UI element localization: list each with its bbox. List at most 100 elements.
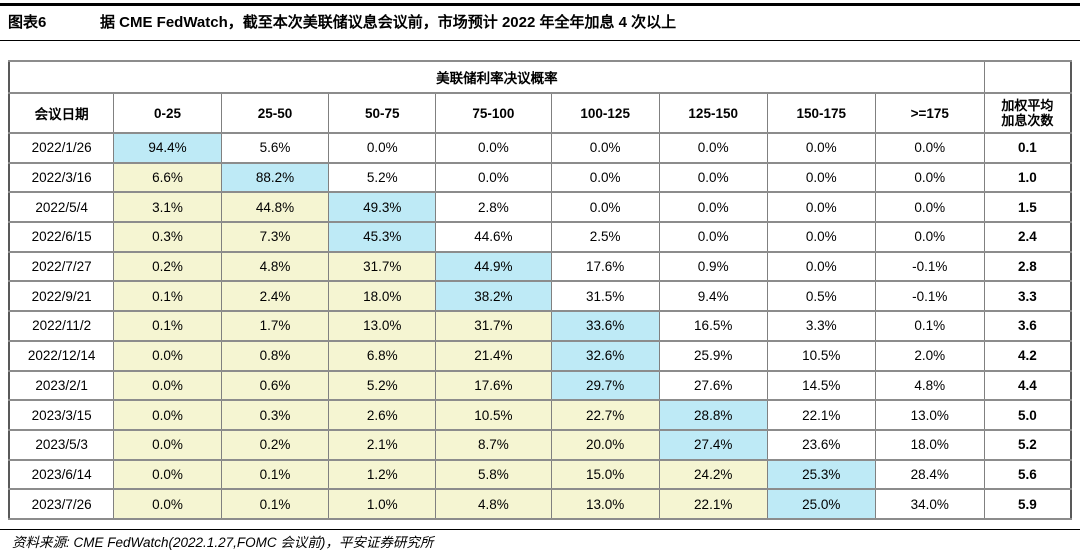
weighted-avg-cell: 3.6: [983, 310, 1072, 342]
probability-cell: 38.2%: [435, 280, 552, 313]
weighted-avg-cell: 5.0: [983, 399, 1072, 431]
table-column-header-row: 会议日期 0-25 25-50 50-75 75-100 100-125 125…: [8, 92, 1072, 134]
probability-cell: 2.5%: [550, 221, 660, 253]
probability-cell: 3.1%: [113, 191, 222, 224]
probability-cell: 0.0%: [435, 132, 552, 164]
probability-cell: 0.0%: [113, 488, 222, 520]
probability-cell: 32.6%: [550, 339, 660, 372]
probability-cell: -0.1%: [874, 250, 985, 283]
probability-cell: 0.0%: [766, 221, 876, 253]
probability-cell: 0.2%: [113, 250, 222, 283]
probability-cell: 22.1%: [658, 488, 768, 520]
weighted-avg-cell: 4.2: [983, 339, 1072, 372]
table-body: 2022/1/26 94.4% 5.6% 0.0% 0.0% 0.0% 0.0% 0.0% 0.…: [8, 132, 1072, 520]
table-row: 2023/7/26 0.0% 0.1% 1.0% 4.8% 13.0% 22.1% 25.0%…: [8, 488, 1072, 520]
probability-cell: 4.8%: [220, 250, 330, 283]
fedwatch-probability-table: 美联储利率决议概率 会议日期 0-25 25-50 50-75 75-100 1…: [8, 60, 1072, 520]
probability-cell: 45.3%: [328, 221, 437, 253]
meeting-date-cell: 2022/11/2: [8, 310, 115, 342]
probability-cell: 0.0%: [658, 132, 768, 164]
probability-cell: 10.5%: [766, 339, 876, 372]
probability-cell: 0.1%: [220, 488, 330, 520]
probability-cell: 13.0%: [550, 488, 660, 520]
meeting-date-cell: 2023/2/1: [8, 369, 115, 402]
probability-cell: 0.8%: [220, 339, 330, 372]
probability-cell: 25.3%: [766, 458, 876, 491]
column-header-bucket: 0-25: [113, 92, 222, 134]
probability-cell: 2.4%: [220, 280, 330, 313]
meeting-date-cell: 2022/9/21: [8, 280, 115, 313]
weighted-avg-cell: 2.8: [983, 250, 1072, 283]
weighted-header-spacer: [983, 60, 1072, 94]
probability-cell: 31.7%: [328, 250, 437, 283]
probability-cell: 0.0%: [113, 369, 222, 402]
column-header-bucket: 150-175: [766, 92, 876, 134]
probability-cell: 0.9%: [658, 250, 768, 283]
probability-cell: 4.8%: [435, 488, 552, 520]
probability-cell: 4.8%: [874, 369, 985, 402]
column-header-bucket: 75-100: [435, 92, 552, 134]
probability-cell: 1.0%: [328, 488, 437, 520]
probability-cell: 0.0%: [550, 161, 660, 194]
probability-cell: 44.8%: [220, 191, 330, 224]
probability-cell: 94.4%: [113, 132, 222, 164]
weighted-avg-cell: 2.4: [983, 221, 1072, 253]
probability-cell: 28.4%: [874, 458, 985, 491]
table-row: 2023/3/15 0.0% 0.3% 2.6% 10.5% 22.7% 28.8% 22.1…: [8, 399, 1072, 431]
probability-cell: 31.7%: [435, 310, 552, 342]
meeting-date-cell: 2022/12/14: [8, 339, 115, 372]
probability-cell: 17.6%: [550, 250, 660, 283]
probability-cell: 17.6%: [435, 369, 552, 402]
meeting-date-cell: 2022/7/27: [8, 250, 115, 283]
probability-cell: 16.5%: [658, 310, 768, 342]
table-row: 2022/5/4 3.1% 44.8% 49.3% 2.8% 0.0% 0.0% 0.0% 0.…: [8, 191, 1072, 224]
probability-cell: 0.3%: [220, 399, 330, 431]
probability-cell: 0.6%: [220, 369, 330, 402]
probability-cell: 34.0%: [874, 488, 985, 520]
probability-cell: 18.0%: [328, 280, 437, 313]
probability-cell: 0.0%: [550, 132, 660, 164]
probability-cell: 0.1%: [113, 310, 222, 342]
probability-cell: 33.6%: [550, 310, 660, 342]
weighted-avg-cell: 4.4: [983, 369, 1072, 402]
table-row: 2023/6/14 0.0% 0.1% 1.2% 5.8% 15.0% 24.2% 25.3%…: [8, 458, 1072, 491]
probability-cell: 0.5%: [766, 280, 876, 313]
probability-cell: 0.0%: [874, 191, 985, 224]
probability-cell: 14.5%: [766, 369, 876, 402]
probability-cell: 0.1%: [220, 458, 330, 491]
weighted-avg-cell: 3.3: [983, 280, 1072, 313]
probability-cell: 49.3%: [328, 191, 437, 224]
table-row: 2022/12/14 0.0% 0.8% 6.8% 21.4% 32.6% 25.9% 10.…: [8, 339, 1072, 372]
probability-cell: 28.8%: [658, 399, 768, 431]
probability-cell: -0.1%: [874, 280, 985, 313]
probability-cell: 5.2%: [328, 369, 437, 402]
probability-cell: 0.0%: [766, 250, 876, 283]
probability-cell: 5.8%: [435, 458, 552, 491]
column-header-bucket: 25-50: [220, 92, 330, 134]
weighted-header-line2: 加息次数: [1001, 113, 1054, 128]
weighted-avg-cell: 1.0: [983, 161, 1072, 194]
probability-cell: 31.5%: [550, 280, 660, 313]
probability-cell: 2.6%: [328, 399, 437, 431]
weighted-avg-cell: 0.1: [983, 132, 1072, 164]
meeting-date-cell: 2023/6/14: [8, 458, 115, 491]
probability-cell: 1.2%: [328, 458, 437, 491]
meeting-date-cell: 2023/5/3: [8, 428, 115, 461]
probability-cell: 88.2%: [220, 161, 330, 194]
probability-cell: 0.0%: [874, 221, 985, 253]
table-row: 2022/1/26 94.4% 5.6% 0.0% 0.0% 0.0% 0.0% 0.0% 0.…: [8, 132, 1072, 164]
weighted-avg-cell: 5.9: [983, 488, 1072, 520]
table-group-header-row: 美联储利率决议概率: [8, 60, 1072, 94]
probability-cell: 0.0%: [328, 132, 437, 164]
probability-cell: 22.1%: [766, 399, 876, 431]
probability-cell: 0.1%: [874, 310, 985, 342]
probability-cell: 9.4%: [658, 280, 768, 313]
table-row: 2022/7/27 0.2% 4.8% 31.7% 44.9% 17.6% 0.9% 0.0%…: [8, 250, 1072, 283]
probability-cell: 0.0%: [766, 161, 876, 194]
column-header-weighted-avg: 加权平均 加息次数: [983, 92, 1072, 134]
weighted-avg-cell: 5.2: [983, 428, 1072, 461]
probability-cell: 0.0%: [435, 161, 552, 194]
probability-cell: 0.0%: [550, 191, 660, 224]
probability-cell: 25.9%: [658, 339, 768, 372]
